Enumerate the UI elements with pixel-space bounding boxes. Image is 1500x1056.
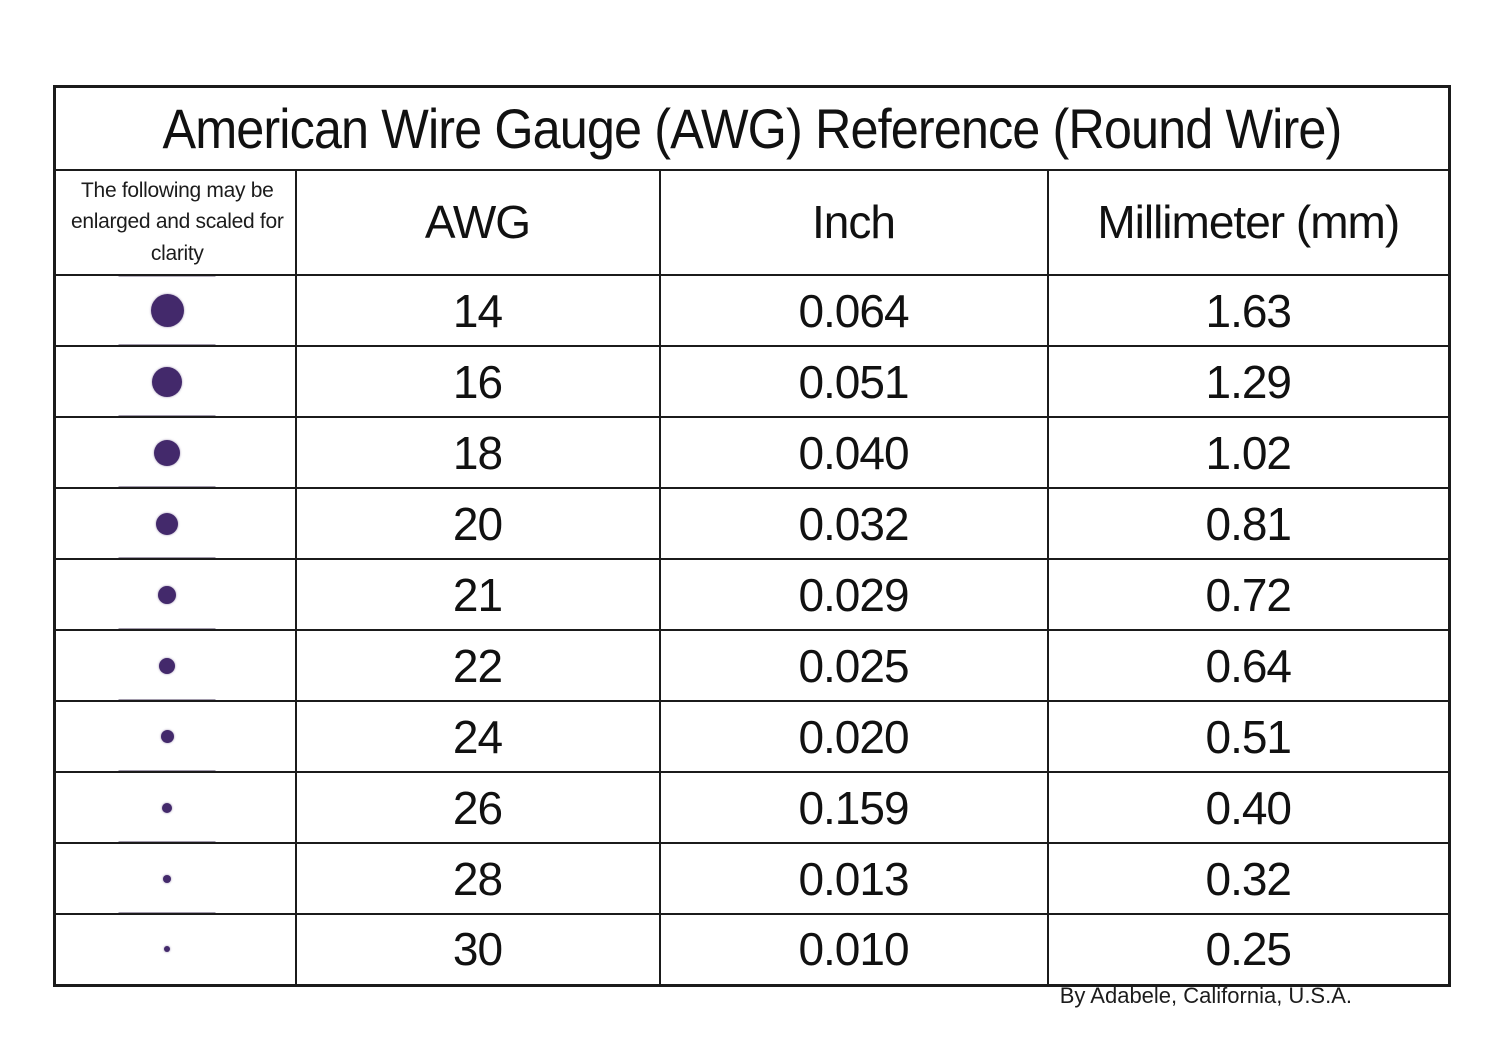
inch-value: 0.040 (658, 416, 1049, 490)
mm-value: 0.81 (1046, 487, 1451, 561)
wire-dot-cell (53, 416, 297, 490)
awg-value: 26 (294, 771, 661, 845)
table-row: 14 0.064 1.63 (53, 274, 1451, 348)
awg-value: 20 (294, 487, 661, 561)
awg-value: 21 (294, 558, 661, 632)
wire-dot-cell (53, 771, 297, 845)
awg-value: 24 (294, 700, 661, 774)
inch-value: 0.064 (658, 274, 1049, 348)
wire-dot-cell (53, 558, 297, 632)
awg-value: 18 (294, 416, 661, 490)
table-row: 28 0.013 0.32 (53, 842, 1451, 916)
header-row: The following may be enlarged and scaled… (53, 168, 1451, 277)
wire-diameter-dot (160, 730, 174, 744)
wire-diameter-dot (164, 946, 171, 953)
awg-reference-table: American Wire Gauge (AWG) Reference (Rou… (53, 85, 1451, 987)
awg-value: 16 (294, 345, 661, 419)
inch-value: 0.010 (658, 913, 1049, 987)
title-row: American Wire Gauge (AWG) Reference (Rou… (53, 85, 1451, 171)
mm-value: 0.40 (1046, 771, 1451, 845)
mm-value: 0.72 (1046, 558, 1451, 632)
wire-dot-cell (53, 345, 297, 419)
mm-value: 0.25 (1046, 913, 1451, 987)
table-row: 30 0.010 0.25 (53, 913, 1451, 987)
inch-value: 0.051 (658, 345, 1049, 419)
table-row: 18 0.040 1.02 (53, 416, 1451, 490)
wire-diameter-dot (154, 439, 181, 466)
attribution-text: By Adabele, California, U.S.A. (1059, 983, 1352, 1008)
inch-value: 0.032 (658, 487, 1049, 561)
table-row: 24 0.020 0.51 (53, 700, 1451, 774)
wire-dot-cell (53, 487, 297, 561)
wire-diameter-dot (163, 874, 172, 883)
awg-value: 14 (294, 274, 661, 348)
wire-diameter-dot (162, 802, 173, 813)
inch-value: 0.159 (658, 771, 1049, 845)
clarity-note: The following may be enlarged and scaled… (53, 168, 297, 277)
mm-value: 0.51 (1046, 700, 1451, 774)
table-title-cell: American Wire Gauge (AWG) Reference (Rou… (53, 85, 1451, 171)
column-header-inch: Inch (658, 168, 1049, 277)
column-header-mm: Millimeter (mm) (1046, 168, 1451, 277)
inch-value: 0.020 (658, 700, 1049, 774)
mm-value: 1.02 (1046, 416, 1451, 490)
inch-value: 0.013 (658, 842, 1049, 916)
wire-dot-cell (53, 274, 297, 348)
wire-dot-cell (53, 913, 297, 987)
wire-diameter-dot (158, 585, 177, 604)
wire-diameter-dot (159, 657, 176, 674)
awg-value: 28 (294, 842, 661, 916)
mm-value: 0.32 (1046, 842, 1451, 916)
wire-diameter-dot (152, 366, 183, 397)
wire-diameter-dot (150, 294, 184, 328)
table-row: 20 0.032 0.81 (53, 487, 1451, 561)
table-row: 21 0.029 0.72 (53, 558, 1451, 632)
wire-dot-cell (53, 700, 297, 774)
table-row: 26 0.159 0.40 (53, 771, 1451, 845)
table-row: 22 0.025 0.64 (53, 629, 1451, 703)
mm-value: 1.63 (1046, 274, 1451, 348)
wire-dot-cell (53, 842, 297, 916)
mm-value: 0.64 (1046, 629, 1451, 703)
inch-value: 0.025 (658, 629, 1049, 703)
column-header-awg: AWG (294, 168, 661, 277)
wire-diameter-dot (156, 512, 179, 535)
page-title: American Wire Gauge (AWG) Reference (Rou… (162, 96, 1343, 160)
awg-value: 22 (294, 629, 661, 703)
inch-value: 0.029 (658, 558, 1049, 632)
wire-dot-cell (53, 629, 297, 703)
mm-value: 1.29 (1046, 345, 1451, 419)
table-row: 16 0.051 1.29 (53, 345, 1451, 419)
awg-value: 30 (294, 913, 661, 987)
